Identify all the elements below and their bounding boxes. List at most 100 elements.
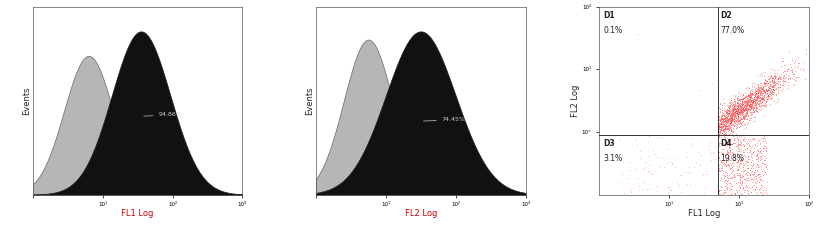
Point: [712, 133, 725, 137]
Point: [732, 143, 745, 147]
Point: [712, 133, 725, 137]
Point: [764, 85, 777, 88]
Point: [712, 133, 725, 137]
Point: [738, 106, 751, 110]
Point: [750, 177, 763, 181]
Point: [725, 192, 738, 195]
Point: [712, 124, 725, 128]
Point: [756, 87, 769, 91]
Point: [730, 136, 743, 139]
Point: [738, 105, 751, 108]
Point: [761, 79, 774, 83]
Point: [716, 106, 729, 110]
Point: [783, 76, 796, 80]
Point: [725, 117, 738, 120]
Point: [719, 118, 732, 121]
Point: [712, 114, 725, 118]
Point: [727, 141, 740, 144]
Point: [736, 101, 749, 105]
Point: [712, 133, 725, 137]
Point: [787, 71, 800, 75]
Point: [745, 144, 758, 148]
Point: [758, 89, 771, 93]
Point: [763, 82, 776, 86]
Point: [714, 122, 727, 125]
Point: [734, 102, 748, 106]
Point: [712, 133, 725, 137]
Point: [756, 99, 769, 102]
Point: [749, 91, 762, 95]
Point: [757, 85, 770, 89]
Point: [730, 171, 743, 174]
Point: [738, 117, 751, 120]
Point: [730, 122, 743, 126]
Point: [712, 133, 725, 137]
Point: [745, 102, 758, 105]
Point: [724, 113, 737, 117]
Point: [748, 143, 761, 147]
Point: [750, 144, 763, 148]
Point: [728, 105, 741, 108]
Point: [735, 111, 748, 115]
Point: [745, 102, 758, 105]
Point: [719, 178, 732, 182]
Point: [712, 133, 725, 137]
Point: [729, 101, 742, 105]
Point: [715, 113, 728, 117]
Point: [739, 99, 752, 103]
Point: [755, 151, 768, 154]
Point: [712, 133, 725, 137]
Point: [736, 185, 749, 189]
Point: [752, 96, 766, 100]
Point: [738, 153, 751, 157]
Point: [733, 104, 746, 107]
Point: [712, 133, 725, 137]
Point: [712, 133, 725, 137]
Point: [729, 107, 742, 111]
Point: [712, 133, 725, 137]
Point: [740, 102, 753, 105]
Point: [712, 133, 725, 137]
Point: [712, 133, 725, 137]
Point: [712, 133, 725, 137]
Point: [717, 124, 730, 128]
Point: [712, 133, 725, 137]
Point: [712, 134, 725, 138]
Point: [730, 181, 743, 185]
Point: [723, 107, 736, 110]
Point: [762, 93, 775, 97]
Point: [728, 110, 741, 114]
Point: [713, 127, 726, 131]
Point: [777, 59, 790, 63]
Point: [660, 147, 673, 150]
Point: [766, 81, 779, 84]
Point: [743, 108, 757, 112]
Point: [756, 92, 769, 95]
Point: [727, 115, 740, 119]
Point: [732, 109, 745, 112]
Point: [712, 133, 725, 137]
Point: [730, 109, 743, 113]
Point: [757, 87, 770, 91]
Point: [712, 133, 725, 137]
Point: [729, 113, 742, 117]
Point: [722, 125, 735, 128]
Point: [743, 104, 756, 108]
Point: [672, 183, 685, 187]
Point: [737, 165, 750, 169]
Point: [721, 120, 734, 124]
Point: [720, 133, 733, 136]
Point: [736, 174, 749, 177]
Point: [739, 100, 752, 104]
Point: [740, 110, 753, 114]
Point: [712, 121, 725, 125]
Point: [727, 173, 740, 177]
Point: [751, 164, 764, 168]
Point: [738, 107, 751, 111]
Point: [743, 107, 757, 110]
Point: [712, 127, 725, 131]
Point: [712, 129, 725, 133]
Point: [712, 127, 725, 130]
Point: [765, 74, 778, 77]
Point: [712, 133, 725, 137]
